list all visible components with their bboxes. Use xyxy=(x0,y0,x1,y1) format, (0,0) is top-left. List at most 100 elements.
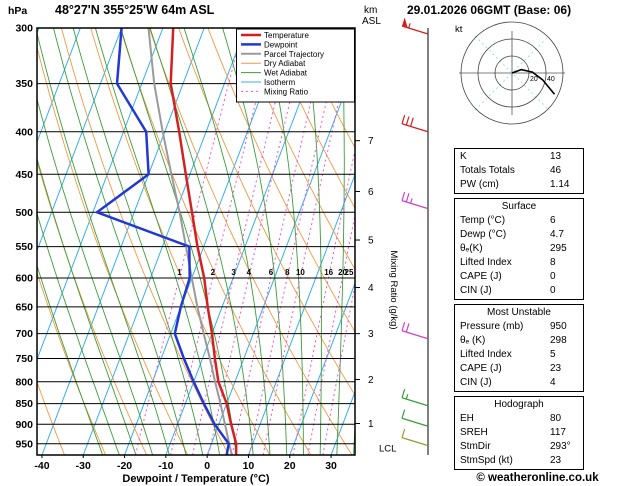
wind-barbs xyxy=(401,17,429,455)
stat-label: Lifted Index xyxy=(460,257,512,268)
surface-table-title: Surface xyxy=(501,201,537,212)
svg-text:km: km xyxy=(364,5,377,16)
stat-row: CAPE (J) 23 xyxy=(455,362,583,376)
station-title: 48°27'N 355°25'W 64m ASL xyxy=(55,3,215,17)
stat-row: SREH 117 xyxy=(455,426,583,440)
svg-text:0: 0 xyxy=(204,460,210,472)
svg-text:650: 650 xyxy=(15,301,33,313)
svg-text:500: 500 xyxy=(15,207,33,219)
svg-text:30: 30 xyxy=(325,460,337,472)
stat-row: StmDir 293° xyxy=(455,440,583,454)
stat-value: 8 xyxy=(550,257,556,268)
stat-value: 0 xyxy=(550,285,556,296)
svg-text:400: 400 xyxy=(15,126,33,138)
skewt-diagram: 1 2 3 4 6 8 10 16 202530035040045050055060065070… xyxy=(8,5,429,485)
x-axis-label: Dewpoint / Temperature (°C) xyxy=(122,473,270,485)
right-panel: 20 40 kt K 13 Totals Totals 46 PW (cm) 1.14 Sur… xyxy=(450,0,629,486)
svg-text:800: 800 xyxy=(15,376,33,388)
stat-label: StmSpd (kt) xyxy=(460,455,513,466)
stat-value: 298 xyxy=(550,335,567,346)
stat-row: EH 80 xyxy=(455,412,583,426)
svg-text:950: 950 xyxy=(15,438,33,450)
stat-value: 117 xyxy=(550,427,566,438)
stat-row: PW (cm) 1.14 xyxy=(455,178,583,192)
stat-row: θₑ (K) 298 xyxy=(455,334,583,348)
svg-text:10: 10 xyxy=(296,268,305,277)
svg-text:20: 20 xyxy=(338,268,347,277)
stat-value: 950 xyxy=(550,321,567,332)
plot-border xyxy=(36,27,356,456)
stat-row: Dewp (°C) 4.7 xyxy=(455,228,583,242)
svg-text:16: 16 xyxy=(324,268,333,277)
stat-row: StmSpd (kt) 23 xyxy=(455,454,583,468)
stat-label: StmDir xyxy=(460,441,491,452)
stat-label: Temp (°C) xyxy=(460,215,506,226)
hodograph-unit-label: kt xyxy=(455,24,463,35)
svg-text:3: 3 xyxy=(231,268,236,277)
stat-label: CIN (J) xyxy=(460,285,492,296)
stat-row: K 13 xyxy=(455,150,583,164)
svg-text:1: 1 xyxy=(177,268,182,277)
mixing-ratio-axis-label: Mixing Ratio (g/kg) xyxy=(388,250,399,329)
stat-row: Temp (°C) 6 xyxy=(455,214,583,228)
svg-text:20: 20 xyxy=(284,460,296,472)
svg-text:750: 750 xyxy=(15,353,33,365)
stat-label: Totals Totals xyxy=(460,165,515,176)
hodograph-stats-table-title: Hodograph xyxy=(494,399,544,410)
stat-row: Lifted Index 8 xyxy=(455,256,583,270)
pressure-unit-label: hPa xyxy=(8,5,27,17)
lcl-label: LCL xyxy=(379,443,396,454)
stat-value: 13 xyxy=(550,151,562,162)
svg-text:300: 300 xyxy=(15,23,33,35)
svg-text:Dry Adiabat: Dry Adiabat xyxy=(264,59,306,68)
temperature-line xyxy=(169,28,238,455)
svg-text:ASL: ASL xyxy=(362,16,381,27)
svg-text:600: 600 xyxy=(15,273,33,285)
surface-table: Surface Temp (°C) 6 Dewp (°C) 4.7 θₑ(K) 295 Li… xyxy=(454,198,584,300)
svg-text:Wet Adiabat: Wet Adiabat xyxy=(264,69,308,78)
datetime-title: 29.01.2026 06GMT (Base: 06) xyxy=(407,3,572,17)
svg-text:550: 550 xyxy=(15,241,33,253)
most-unstable-table-title: Most Unstable xyxy=(487,307,551,318)
stat-label: Lifted Index xyxy=(460,349,512,360)
stat-value: 0 xyxy=(550,271,556,282)
svg-text:-40: -40 xyxy=(34,460,49,472)
stat-value: 46 xyxy=(550,165,562,176)
stat-value: 80 xyxy=(550,413,562,424)
stat-value: 6 xyxy=(550,215,556,226)
svg-text:1: 1 xyxy=(368,419,374,430)
stat-value: 23 xyxy=(550,363,562,374)
svg-text:Dewpoint: Dewpoint xyxy=(264,40,298,49)
hodograph-plot: 20 40 kt xyxy=(455,21,565,125)
svg-text:5: 5 xyxy=(368,236,374,247)
stat-value: 23 xyxy=(550,455,562,466)
copyright-text: © weatheronline.co.uk xyxy=(476,472,599,484)
stat-label: SREH xyxy=(460,427,488,438)
svg-text:Mixing Ratio: Mixing Ratio xyxy=(264,87,309,96)
parcel-trajectory-line xyxy=(147,28,233,455)
svg-text:Temperature: Temperature xyxy=(264,31,309,40)
svg-text:8: 8 xyxy=(285,268,290,277)
stat-row: θₑ(K) 295 xyxy=(455,242,583,256)
stat-row: CIN (J) 0 xyxy=(455,284,583,298)
stat-label: CIN (J) xyxy=(460,377,492,388)
svg-text:450: 450 xyxy=(15,169,33,181)
svg-text:6: 6 xyxy=(368,187,374,198)
svg-text:20: 20 xyxy=(530,76,538,83)
stat-label: CAPE (J) xyxy=(460,271,502,282)
svg-text:-20: -20 xyxy=(117,460,132,472)
svg-text:350: 350 xyxy=(15,78,33,90)
stat-value: 295 xyxy=(550,243,567,254)
svg-text:900: 900 xyxy=(15,419,33,431)
sounding-profiles xyxy=(94,28,238,455)
stat-value: 4 xyxy=(550,377,556,388)
stat-value: 5 xyxy=(550,349,556,360)
svg-text:4: 4 xyxy=(368,283,374,294)
svg-text:Parcel Trajectory: Parcel Trajectory xyxy=(264,50,324,59)
dewpoint-line xyxy=(94,28,231,455)
stat-label: Dewp (°C) xyxy=(460,229,507,240)
stat-row: Pressure (mb) 950 xyxy=(455,320,583,334)
